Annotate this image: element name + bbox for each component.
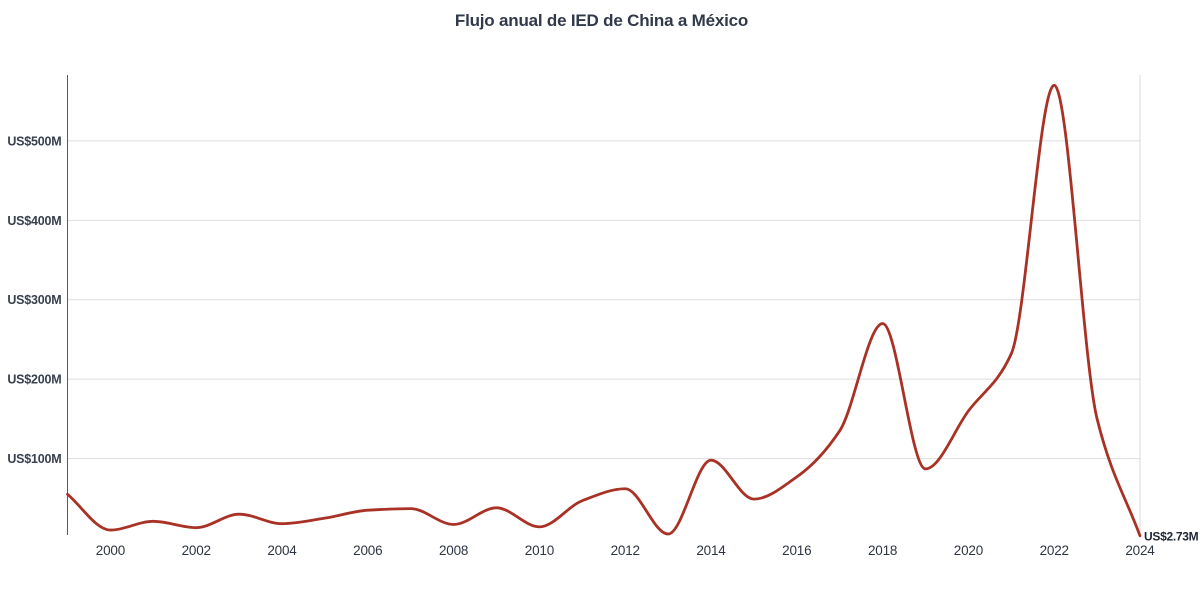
x-axis-tick-label: 2020 (954, 543, 983, 558)
y-axis-tick-label: US$400M (7, 214, 61, 228)
series-line (66, 83, 1142, 538)
y-axis-tick-label: US$500M (7, 134, 61, 148)
y-axis-tick-label: US$200M (7, 373, 61, 387)
x-axis-tick-label: 2000 (96, 543, 125, 558)
x-axis-tick-label: 2018 (868, 543, 897, 558)
x-axis-tick-label: 2014 (696, 543, 726, 558)
x-axis-tick-label: 2022 (1040, 543, 1069, 558)
x-axis-tick-label: 2010 (525, 543, 554, 558)
x-axis-tick-label: 2008 (439, 543, 468, 558)
x-axis-tick-label: 2016 (782, 543, 811, 558)
chart-title: Flujo anual de IED de China a México (454, 11, 749, 30)
x-axis-tick-label: 2004 (267, 543, 297, 558)
x-axis-tick-label: 2012 (611, 543, 640, 558)
series-end-value-label: US$2.73M (1144, 529, 1199, 543)
x-axis-tick-label: 2006 (353, 543, 382, 558)
y-axis-tick-label: US$100M (7, 452, 61, 466)
y-axis-tick-label: US$300M (7, 293, 61, 307)
x-axis-tick-label: 2024 (1125, 543, 1155, 558)
x-axis-tick-label: 2002 (182, 543, 211, 558)
